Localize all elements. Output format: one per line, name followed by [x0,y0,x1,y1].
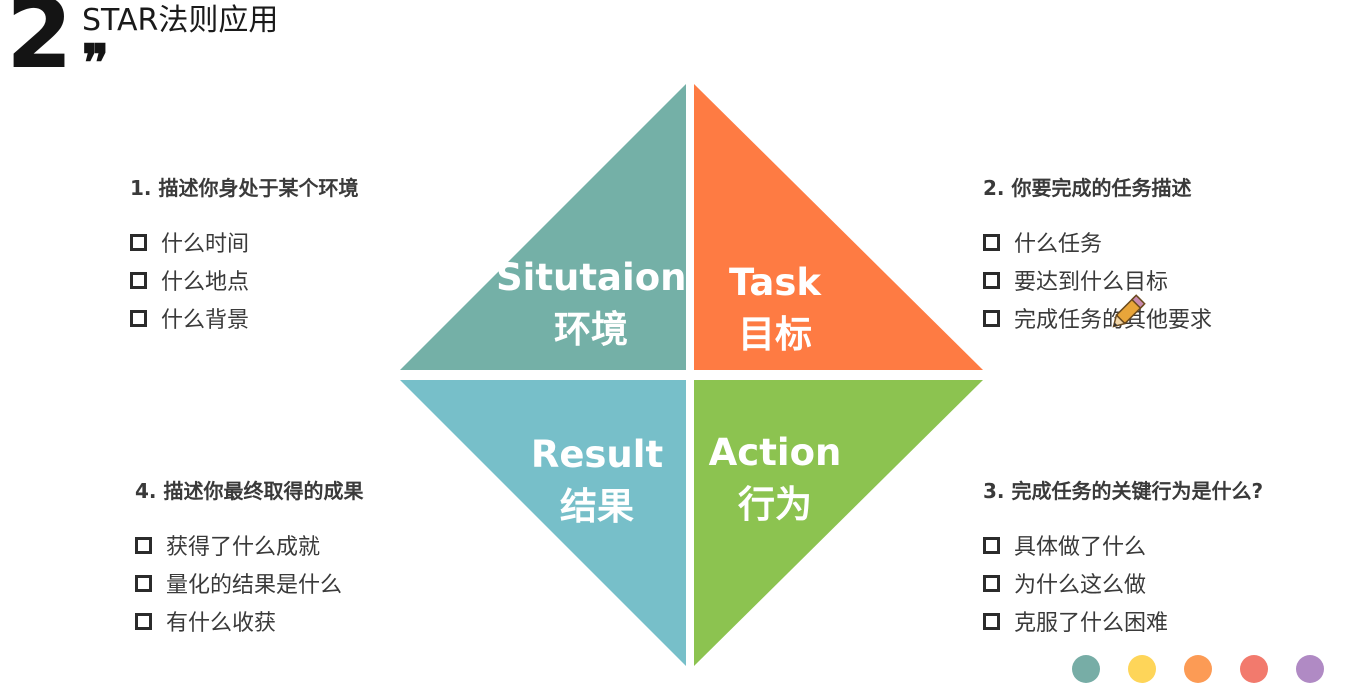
task-zh: 目标 [738,313,812,357]
list-item: 量化的结果是什么 [135,564,363,602]
list-item-label: 获得了什么成就 [166,535,321,560]
panel-action: 3. 完成任务的关键行为是什么? 具体做了什么 为什么这么做 克服了什么困难 [983,475,1263,640]
result-en: Result [530,433,664,476]
checkbox-icon [983,574,1000,592]
checkbox-icon [983,309,1000,327]
quadrant-task [694,84,983,370]
quadrant-result [400,380,686,666]
list-item: 完成任务的其他要求 [983,299,1212,337]
situation-zh: 环境 [554,308,628,352]
list-item-label: 有什么收获 [166,611,277,636]
panel-result: 4. 描述你最终取得的成果 获得了什么成就 量化的结果是什么 有什么收获 [135,475,363,640]
list-item-label: 要达到什么目标 [1014,270,1169,295]
list-item: 什么背景 [130,299,358,337]
result-zh: 结果 [560,485,634,529]
quadrant-situation [400,84,686,370]
action-en: Action [708,431,842,474]
list-item: 什么时间 [130,223,358,261]
checkbox-icon [983,233,1000,251]
list-item-label: 为什么这么做 [1014,573,1147,598]
panel-situation-heading: 1. 描述你身处于某个环境 [130,176,359,200]
situation-en: Situtaion [496,256,687,299]
panel-situation-list: 什么时间 什么地点 什么背景 [130,223,358,337]
footer-dot [1072,655,1100,683]
panel-action-list: 具体做了什么 为什么这么做 克服了什么困难 [983,526,1263,640]
list-item: 为什么这么做 [983,564,1263,602]
panel-situation: 1. 描述你身处于某个环境 什么时间 什么地点 什么背景 [130,172,358,337]
list-item-label: 完成任务的其他要求 [1014,308,1213,333]
pencil-icon[interactable] [1106,292,1148,334]
list-item-label: 具体做了什么 [1014,535,1147,560]
list-item: 要达到什么目标 [983,261,1212,299]
footer-dot [1240,655,1268,683]
panel-task-list: 什么任务 要达到什么目标 完成任务的其他要求 [983,223,1212,337]
quadrant-situation-label: Situtaion 环境 [496,255,686,354]
checkbox-icon [130,233,147,251]
panel-action-heading: 3. 完成任务的关键行为是什么? [983,479,1264,503]
checkbox-icon [983,612,1000,630]
panel-result-heading: 4. 描述你最终取得的成果 [135,479,364,503]
checkbox-icon [135,574,152,592]
list-item: 有什么收获 [135,602,363,640]
checkbox-icon [135,536,152,554]
checkbox-icon [135,612,152,630]
panel-result-list: 获得了什么成就 量化的结果是什么 有什么收获 [135,526,363,640]
list-item: 获得了什么成就 [135,526,363,564]
quadrant-result-label: Result 结果 [502,432,692,531]
list-item-label: 什么时间 [161,232,250,257]
list-item-label: 量化的结果是什么 [166,573,343,598]
slide-title: STAR法则应用 [82,3,279,38]
footer-dot [1128,655,1156,683]
panel-task-heading: 2. 你要完成的任务描述 [983,176,1192,200]
footer-dots [1072,655,1324,683]
task-en: Task [728,261,822,304]
quadrant-task-label: Task 目标 [680,260,870,359]
checkbox-icon [130,271,147,289]
quadrant-action [694,380,983,666]
footer-dot [1296,655,1324,683]
list-item: 什么任务 [983,223,1212,261]
list-item-label: 什么背景 [161,308,250,333]
checkbox-icon [983,536,1000,554]
section-number: 2 [6,0,73,90]
footer-dot [1184,655,1212,683]
list-item: 什么地点 [130,261,358,299]
quadrant-action-label: Action 行为 [680,430,870,529]
checkbox-icon [983,271,1000,289]
list-item: 具体做了什么 [983,526,1263,564]
action-zh: 行为 [738,483,812,527]
list-item-label: 克服了什么困难 [1014,611,1169,636]
list-item-label: 什么地点 [161,270,250,295]
list-item-label: 什么任务 [1014,232,1103,257]
list-item: 克服了什么困难 [983,602,1263,640]
panel-task: 2. 你要完成的任务描述 什么任务 要达到什么目标 完成任务的其他要求 [983,172,1212,337]
checkbox-icon [130,309,147,327]
